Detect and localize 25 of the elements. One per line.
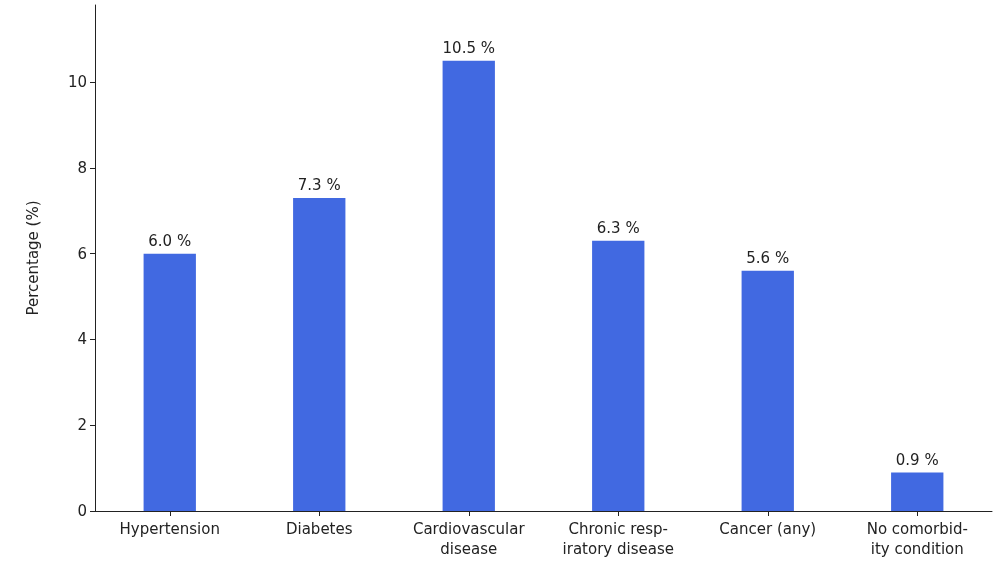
y-tick-label: 0 — [77, 502, 87, 520]
data-label: 6.0 % — [148, 232, 192, 251]
x-tick-label: Cancer (any) — [719, 520, 817, 538]
y-tick-label: 10 — [67, 73, 87, 92]
x-tick-label: Hypertension — [119, 520, 220, 538]
data-label: 0.9 % — [895, 450, 939, 469]
bar — [741, 270, 794, 511]
data-label: 5.6 % — [746, 249, 790, 268]
data-label: 7.3 % — [297, 176, 341, 195]
x-tick-label: Chronic resp- iratory disease — [562, 520, 674, 558]
y-tick-label: 2 — [77, 416, 87, 435]
bar — [442, 60, 495, 511]
data-label: 10.5 % — [442, 39, 495, 58]
y-tick-label: 8 — [77, 158, 87, 177]
y-tick-label: 6 — [77, 244, 87, 263]
y-axis-title: Percentage (%) — [23, 200, 42, 316]
x-tick-label: Diabetes — [285, 520, 353, 538]
x-tick-label: Cardiovascular disease — [412, 520, 526, 558]
bar — [592, 240, 645, 511]
bar — [143, 253, 196, 511]
bar — [891, 472, 944, 511]
data-label: 6.3 % — [596, 219, 640, 238]
y-tick-label: 4 — [77, 330, 87, 349]
x-tick-label: No comorbid- ity condition — [866, 520, 968, 558]
bar — [293, 197, 346, 511]
